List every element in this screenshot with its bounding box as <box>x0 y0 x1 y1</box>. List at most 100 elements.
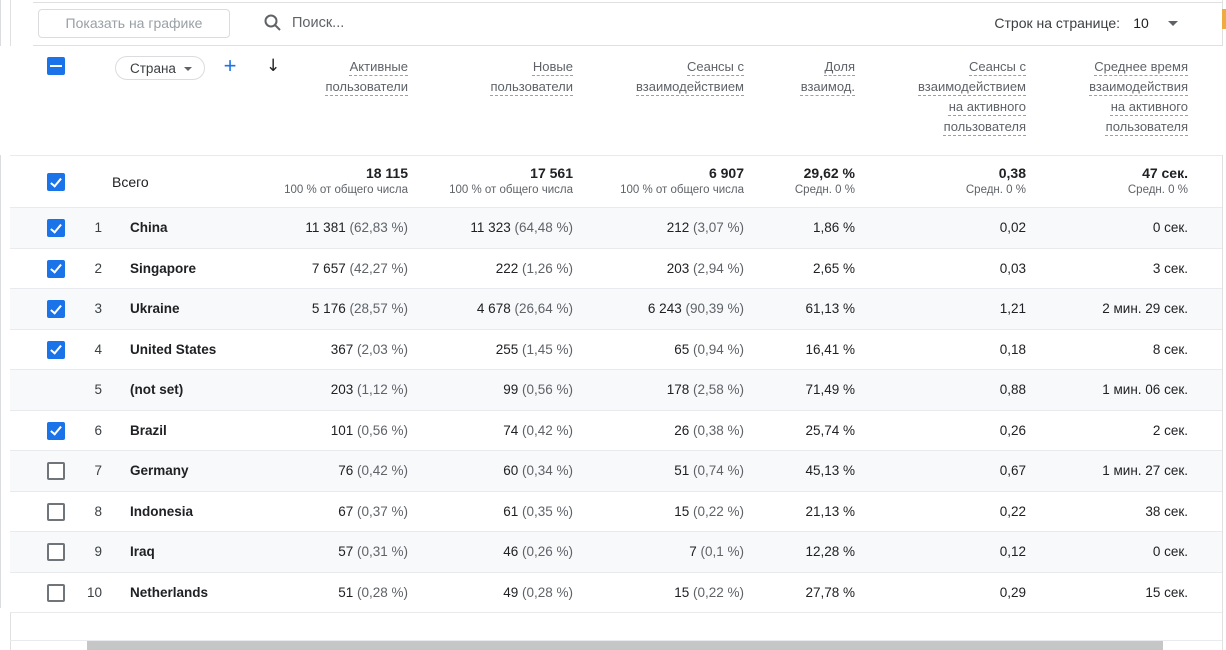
cell-percent: (2,94 %) <box>689 260 744 276</box>
row-cell-3: 65 (0,94 %) <box>585 330 744 370</box>
cell-value: 0,22 <box>999 503 1026 519</box>
show-on-chart-button[interactable]: Показать на графике <box>38 9 230 38</box>
row-checkbox[interactable] <box>47 462 65 480</box>
column-header-1[interactable]: Активные пользователи <box>308 57 408 97</box>
row-checkbox[interactable] <box>47 502 65 521</box>
row-cell-5: 0,02 <box>870 208 1026 248</box>
row-checkbox[interactable] <box>47 340 65 359</box>
search-input[interactable] <box>292 12 892 34</box>
cell-value: 2 мин. 29 сек. <box>1102 301 1188 317</box>
row-country: Ukraine <box>130 301 180 317</box>
row-cell-4: 21,13 % <box>760 492 855 532</box>
cell-value: 45,13 % <box>805 463 855 479</box>
row-cell-3: 7 (0,1 %) <box>585 532 744 572</box>
cell-value: 15 сек. <box>1145 584 1188 600</box>
row-cell-2: 61 (0,35 %) <box>420 492 573 532</box>
row-checkbox[interactable] <box>47 300 65 318</box>
cell-percent: (0,22 %) <box>689 503 744 519</box>
table-row: 2 Singapore 7 657 (42,27 %) 222 (1,26 %) 203… <box>10 248 1222 289</box>
cell-value: 71,49 % <box>805 382 855 398</box>
row-checkbox[interactable] <box>47 259 65 278</box>
totals-cell-5: 0,38 Средн. 0 % <box>870 156 1026 207</box>
column-header-3[interactable]: Сеансы с взаимодействием <box>624 57 744 97</box>
cell-value: 222 <box>495 260 519 276</box>
row-checkbox[interactable] <box>47 421 65 440</box>
cell-value: 51 <box>674 463 690 479</box>
cell-value: 27,78 % <box>805 584 855 600</box>
cell-percent: (28,57 %) <box>345 301 408 317</box>
card-right-border <box>1222 0 1223 650</box>
row-checkbox[interactable] <box>47 583 65 602</box>
column-header-4[interactable]: Доля взаимод. <box>783 57 855 97</box>
row-cell-1: 7 657 (42,27 %) <box>260 249 408 289</box>
cell-value: 61 <box>503 503 519 519</box>
row-cell-5: 0,88 <box>870 370 1026 410</box>
row-country: China <box>130 220 168 236</box>
column-header-label: Активные пользователи <box>325 59 408 94</box>
column-header-5[interactable]: Сеансы с взаимодействием на активного по… <box>911 57 1026 137</box>
row-cell-6: 0 сек. <box>1040 208 1188 248</box>
table-row: 8 Indonesia 67 (0,37 %) 61 (0,35 %) 15 (0,22… <box>10 491 1222 532</box>
table-body: 1 China 11 381 (62,83 %) 11 323 (64,48 %) 21… <box>10 208 1222 613</box>
row-rank: 2 <box>94 260 102 276</box>
column-header-2[interactable]: Новые пользователи <box>473 57 573 97</box>
cell-percent: (1,45 %) <box>518 341 573 357</box>
table-row: 4 United States 367 (2,03 %) 255 (1,45 %) 65… <box>10 329 1222 370</box>
cell-value: 7 <box>689 544 697 560</box>
column-header-6[interactable]: Среднее время взаимодействия на активног… <box>1073 57 1188 137</box>
cell-value: 255 <box>495 341 519 357</box>
cell-value: 0,29 <box>999 584 1026 600</box>
cell-percent: (0,35 %) <box>518 503 573 519</box>
dimension-selector[interactable]: Страна <box>115 56 205 80</box>
cell-value: 0 сек. <box>1152 544 1188 560</box>
table-row: 9 Iraq 57 (0,31 %) 46 (0,26 %) 7 (0,1 %) 12,2… <box>10 532 1222 573</box>
rows-per-page-value[interactable]: 10 <box>1133 15 1149 31</box>
row-cell-1: 5 176 (28,57 %) <box>260 289 408 329</box>
row-rank: 6 <box>94 422 102 438</box>
totals-cell-2: 17 561 100 % от общего числа <box>420 156 573 207</box>
row-checkbox[interactable] <box>47 219 65 237</box>
totals-value: 47 сек. <box>1142 165 1188 181</box>
cell-percent: (2,58 %) <box>689 382 744 398</box>
totals-cell-4: 29,62 % Средн. 0 % <box>760 156 855 207</box>
cell-value: 2 сек. <box>1152 422 1188 438</box>
search-icon <box>264 14 281 31</box>
row-cell-3: 212 (3,07 %) <box>585 208 744 248</box>
row-cell-2: 46 (0,26 %) <box>420 532 573 572</box>
select-all-checkbox[interactable] <box>47 57 65 75</box>
toolbar-divider <box>0 0 1 40</box>
horizontal-scrollbar-thumb[interactable] <box>87 641 1163 650</box>
row-cell-6: 1 мин. 27 сек. <box>1040 451 1188 491</box>
cell-percent: (0,74 %) <box>689 463 744 479</box>
row-country: United States <box>130 341 217 357</box>
row-cell-1: 101 (0,56 %) <box>260 411 408 451</box>
row-cell-6: 0 сек. <box>1040 532 1188 572</box>
scrollbar-track[interactable] <box>10 640 1222 641</box>
cell-percent: (0,56 %) <box>518 382 573 398</box>
row-cell-3: 15 (0,22 %) <box>585 492 744 532</box>
row-cell-5: 0,22 <box>870 492 1026 532</box>
cell-value: 12,28 % <box>805 544 855 560</box>
row-cell-1: 203 (1,12 %) <box>260 370 408 410</box>
row-cell-4: 45,13 % <box>760 451 855 491</box>
cell-value: 5 176 <box>311 301 346 317</box>
row-country: Singapore <box>130 260 197 276</box>
row-cell-2: 74 (0,42 %) <box>420 411 573 451</box>
row-checkbox[interactable] <box>47 543 65 561</box>
cell-value: 3 сек. <box>1152 260 1188 276</box>
column-header-label: Новые пользователи <box>490 59 573 94</box>
totals-subvalue: 100 % от общего числа <box>620 184 744 196</box>
vertical-scrollbar-thumb[interactable] <box>1222 9 1226 29</box>
row-cell-6: 8 сек. <box>1040 330 1188 370</box>
row-cell-4: 1,86 % <box>760 208 855 248</box>
cell-percent: (1,26 %) <box>518 260 573 276</box>
add-column-button[interactable]: + <box>217 53 243 79</box>
totals-checkbox[interactable] <box>47 173 65 191</box>
row-country: Indonesia <box>130 503 194 519</box>
row-cell-1: 76 (0,42 %) <box>260 451 408 491</box>
cell-percent: (0,22 %) <box>689 584 744 600</box>
chevron-down-icon[interactable] <box>1168 21 1178 26</box>
cell-percent: (42,27 %) <box>345 260 408 276</box>
cell-percent: (0,31 %) <box>353 544 408 560</box>
sort-descending-icon[interactable]: ↓ <box>266 56 281 76</box>
